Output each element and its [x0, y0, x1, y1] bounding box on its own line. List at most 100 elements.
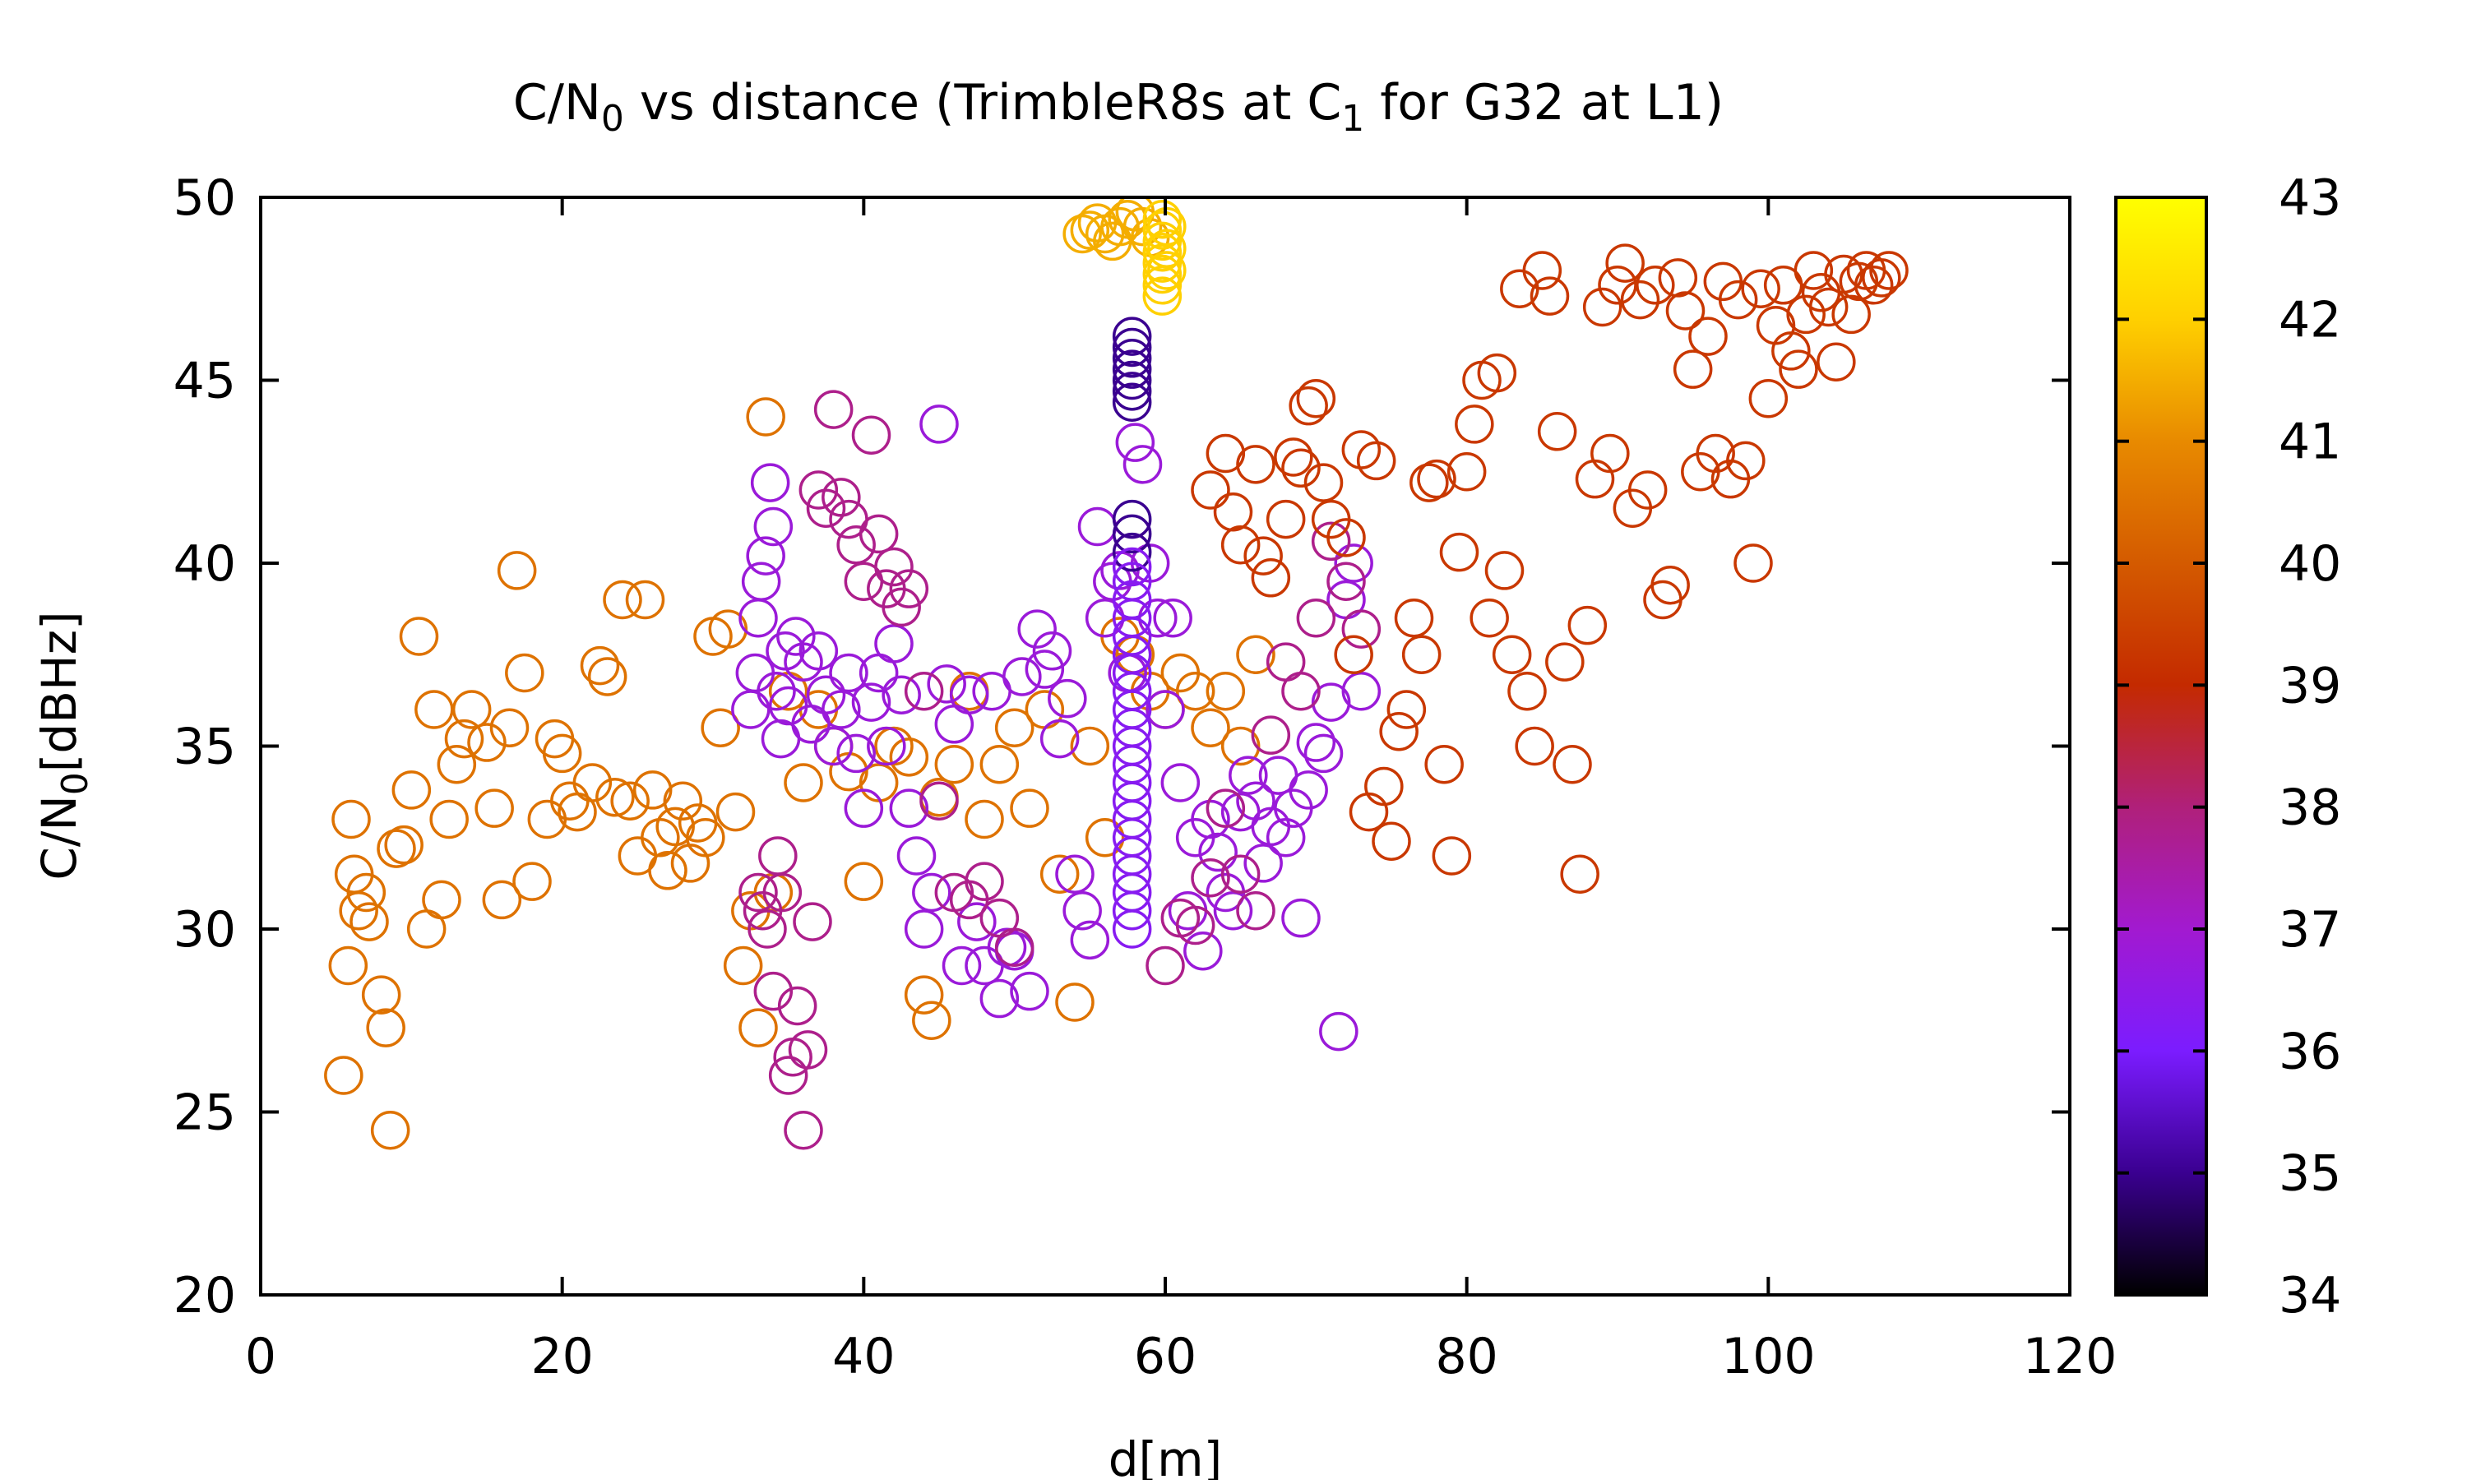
data-point: [349, 902, 389, 941]
data-point: [1786, 294, 1826, 335]
data-point: [979, 745, 1020, 784]
data-point: [1220, 854, 1261, 894]
data-point: [437, 745, 477, 784]
data-point: [361, 975, 401, 1015]
ylabel-sub: 0: [54, 772, 96, 795]
data-point: [757, 672, 796, 711]
data-point: [784, 1111, 823, 1150]
data-point: [762, 872, 803, 913]
data-point: [1446, 452, 1487, 492]
data-point: [1017, 609, 1057, 649]
data-point: [1627, 470, 1668, 510]
data-point: [339, 891, 378, 931]
data-point: [1401, 635, 1442, 674]
data-point: [1055, 854, 1095, 894]
data-point: [1191, 799, 1230, 839]
data-point: [1794, 251, 1834, 290]
data-point: [1168, 891, 1208, 931]
data-point: [1590, 433, 1630, 474]
colorbar-tick-label: 35: [2279, 1145, 2341, 1203]
data-point: [919, 781, 959, 821]
data-point: [994, 927, 1034, 967]
data-point: [1545, 642, 1585, 682]
data-point: [942, 945, 982, 986]
data-point: [1341, 609, 1382, 649]
data-point: [844, 788, 884, 828]
data-point: [1311, 521, 1351, 562]
data-point: [1289, 770, 1328, 810]
data-point: [399, 617, 439, 656]
data-point: [758, 836, 798, 876]
data-point: [1620, 280, 1660, 320]
data-point: [1507, 672, 1547, 711]
data-point: [1334, 543, 1373, 583]
data-point: [965, 799, 1004, 839]
data-point: [1220, 525, 1261, 565]
data-point: [422, 880, 461, 920]
data-point: [1191, 470, 1230, 510]
data-point: [1055, 982, 1095, 1022]
colorbar: [2114, 196, 2208, 1297]
x-tick-label: 100: [1721, 1328, 1816, 1385]
data-point: [979, 978, 1020, 1019]
data-point: [1236, 445, 1275, 484]
data-point: [489, 708, 530, 747]
data-point: [1326, 518, 1366, 557]
data-point: [1153, 599, 1192, 638]
data-point: [1206, 788, 1246, 828]
data-point: [1808, 287, 1849, 327]
data-point: [331, 799, 371, 839]
x-tick-label: 60: [1134, 1328, 1196, 1385]
data-point: [836, 733, 876, 774]
data-point: [1175, 672, 1215, 711]
data-point: [738, 599, 778, 638]
data-point: [1142, 221, 1183, 261]
data-point: [1138, 599, 1178, 638]
data-point: [1470, 599, 1509, 638]
data-point: [1650, 565, 1690, 605]
data-point: [889, 737, 929, 777]
data-point: [934, 745, 974, 784]
data-point: [822, 478, 861, 517]
data-point: [912, 1001, 951, 1040]
title-sub0: 0: [601, 98, 624, 140]
data-point: [1146, 945, 1185, 986]
data-point: [482, 880, 522, 920]
data-point: [896, 836, 937, 876]
data-point: [1718, 280, 1758, 320]
data-point: [1386, 690, 1427, 729]
data-point: [1142, 233, 1183, 272]
data-point: [882, 587, 921, 627]
data-point: [1341, 672, 1382, 711]
data-point: [1220, 726, 1261, 766]
data-point: [1417, 459, 1456, 499]
x-tick-label: 0: [245, 1328, 276, 1385]
data-point: [610, 781, 650, 821]
data-point: [1658, 258, 1698, 298]
data-point: [366, 1008, 405, 1047]
data-point: [1477, 353, 1517, 393]
data-point: [949, 675, 989, 714]
colorbar-tick-label: 34: [2279, 1267, 2341, 1325]
data-point: [444, 719, 484, 759]
data-point: [904, 672, 944, 711]
data-point: [1281, 672, 1321, 711]
plot-frame: [259, 196, 2071, 1297]
data-point: [512, 862, 552, 901]
colorbar-tick-label: 40: [2279, 535, 2341, 593]
data-point: [542, 733, 582, 774]
data-point: [1112, 514, 1152, 554]
data-point: [731, 690, 771, 729]
data-point: [741, 562, 781, 601]
data-point: [753, 506, 794, 547]
data-point: [1112, 360, 1152, 400]
colorbar-tick-label: 39: [2279, 657, 2341, 714]
data-point: [1854, 266, 1894, 305]
data-point: [735, 653, 775, 693]
data-point: [1085, 818, 1125, 858]
data-point: [686, 818, 725, 858]
data-point: [927, 664, 966, 704]
data-point: [1198, 832, 1238, 872]
data-point: [1862, 258, 1901, 298]
chart-title: C/N0 vs distance (TrimbleR8s at C1 for G…: [513, 74, 1724, 140]
